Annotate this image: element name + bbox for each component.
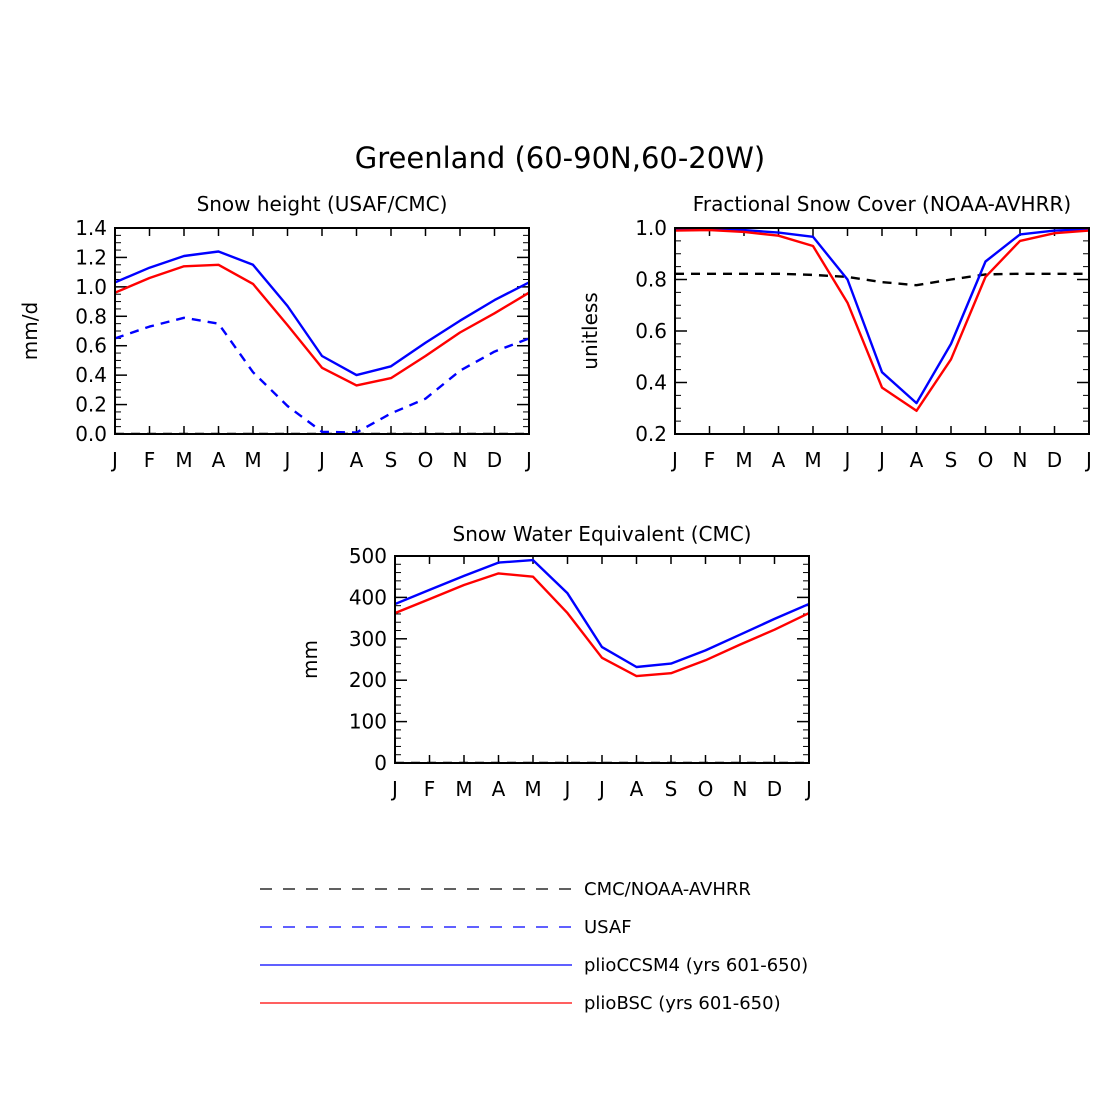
y-tick-label: 1.0 <box>75 275 107 299</box>
y-tick-label: 0.2 <box>75 393 107 417</box>
series-line-pliobsc-yrs-601-650 <box>395 572 809 678</box>
x-tick-label: O <box>418 448 434 472</box>
x-tick-label: N <box>453 448 468 472</box>
x-tick-label: J <box>843 448 851 472</box>
y-tick-label: 0.4 <box>635 371 667 395</box>
x-tick-label: J <box>597 777 605 801</box>
x-tick-label: A <box>772 448 786 472</box>
y-tick-label: 0.0 <box>75 422 107 446</box>
y-tick-label: 400 <box>349 585 387 609</box>
figure-title: Greenland (60-90N,60-20W) <box>355 141 765 175</box>
x-tick-label: M <box>735 448 752 472</box>
series-line-plioccsm4-yrs-601-650 <box>675 227 1089 405</box>
x-tick-label: S <box>945 448 958 472</box>
y-tick-label: 1.0 <box>635 216 667 240</box>
x-tick-label: O <box>698 777 714 801</box>
plot-frame <box>114 227 530 435</box>
x-tick-label: D <box>487 448 502 472</box>
series-group <box>115 250 529 434</box>
y-tick-label: 0.8 <box>635 268 667 292</box>
x-tick-label: D <box>1047 448 1062 472</box>
x-tick-label: J <box>110 448 118 472</box>
x-tick-label: J <box>317 448 325 472</box>
x-tick-label: M <box>455 777 472 801</box>
snow-height-panel: J F M A M J J A S O N D J0.00.20.40.60.81.01.21.4Sno… <box>18 192 532 472</box>
x-tick-label: F <box>424 777 436 801</box>
y-tick-label: 0.8 <box>75 304 107 328</box>
x-tick-label: N <box>1013 448 1028 472</box>
y-tick-label: 0.4 <box>75 363 107 387</box>
series-line-plioccsm4-yrs-601-650 <box>115 250 529 377</box>
x-tick-label: S <box>385 448 398 472</box>
x-tick-label: J <box>283 448 291 472</box>
series-line-cmc-noaa-avhrr <box>675 272 1089 287</box>
legend-label-usaf: USAF <box>584 917 632 938</box>
x-tick-label: N <box>733 777 748 801</box>
panel-title: Fractional Snow Cover (NOAA-AVHRR) <box>693 192 1071 216</box>
x-tick-label: O <box>978 448 994 472</box>
plot-frame <box>674 227 1090 435</box>
y-tick-label: 200 <box>349 668 387 692</box>
x-tick-label: J <box>804 777 812 801</box>
series-line-pliobsc-yrs-601-650 <box>675 228 1089 412</box>
panel-title: Snow Water Equivalent (CMC) <box>453 522 752 546</box>
y-tick-label: 500 <box>349 544 387 568</box>
y-tick-label: 300 <box>349 627 387 651</box>
series-line-usaf <box>115 316 529 434</box>
x-tick-label: J <box>390 777 398 801</box>
series-group <box>395 558 809 763</box>
legend: CMC/NOAA-AVHRR USAF plioCCSM4 (yrs 601-6… <box>260 879 808 1014</box>
y-axis-label: unitless <box>578 292 602 369</box>
legend-label-ccsm4: plioCCSM4 (yrs 601-650) <box>584 955 808 976</box>
x-tick-label: A <box>350 448 364 472</box>
x-tick-label: J <box>670 448 678 472</box>
x-tick-label: J <box>563 777 571 801</box>
x-tick-label: S <box>665 777 678 801</box>
y-tick-label: 0.6 <box>635 319 667 343</box>
y-tick-label: 1.2 <box>75 245 107 269</box>
plot-frame <box>394 555 810 764</box>
x-tick-label: D <box>767 777 782 801</box>
y-tick-label: 0.6 <box>75 334 107 358</box>
legend-label-bsc: plioBSC (yrs 601-650) <box>584 993 781 1014</box>
x-tick-label: J <box>1084 448 1092 472</box>
series-line-pliobsc-yrs-601-650 <box>115 263 529 387</box>
x-tick-label: A <box>910 448 924 472</box>
x-tick-label: F <box>144 448 156 472</box>
x-tick-label: M <box>804 448 821 472</box>
y-axis-label: mm/d <box>18 302 42 360</box>
x-tick-label: J <box>524 448 532 472</box>
x-tick-label: F <box>704 448 716 472</box>
series-line-plioccsm4-yrs-601-650 <box>395 558 809 669</box>
y-tick-label: 0.2 <box>635 422 667 446</box>
series-group <box>675 227 1089 412</box>
y-tick-label: 0 <box>374 751 387 775</box>
x-tick-label: M <box>244 448 261 472</box>
panel-title: Snow height (USAF/CMC) <box>197 192 448 216</box>
y-tick-label: 100 <box>349 710 387 734</box>
x-tick-label: A <box>212 448 226 472</box>
x-tick-label: M <box>524 777 541 801</box>
y-axis-label: mm <box>298 640 322 679</box>
x-tick-label: J <box>877 448 885 472</box>
x-tick-label: A <box>492 777 506 801</box>
legend-label-cmc-noaa: CMC/NOAA-AVHRR <box>584 879 751 900</box>
x-tick-label: M <box>175 448 192 472</box>
y-tick-label: 1.4 <box>75 216 107 240</box>
x-tick-label: A <box>630 777 644 801</box>
